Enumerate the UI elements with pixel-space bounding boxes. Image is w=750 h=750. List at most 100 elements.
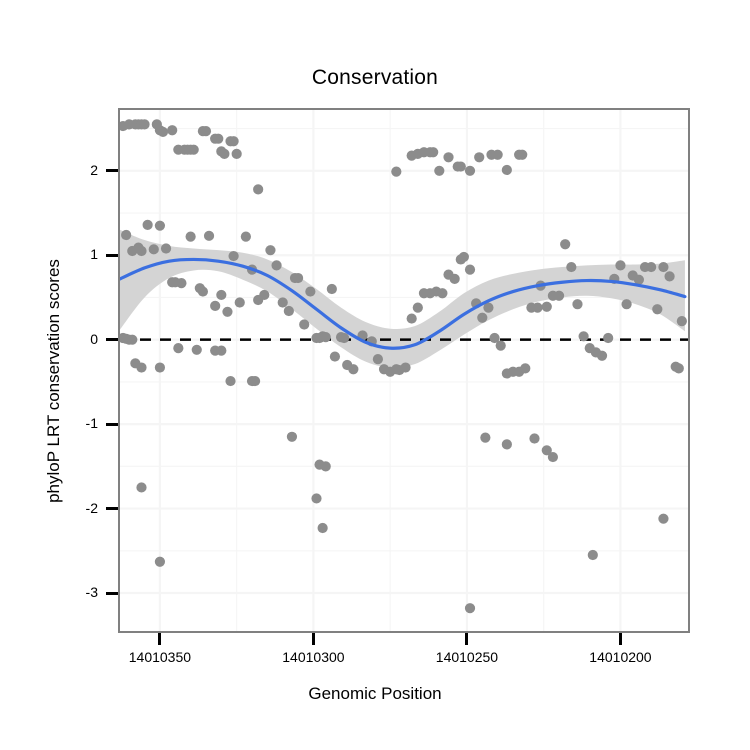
data-point	[317, 522, 328, 534]
gridlines	[120, 110, 688, 631]
data-point	[443, 152, 454, 163]
data-point	[464, 165, 476, 176]
data-point	[240, 231, 251, 242]
y-tick-mark	[106, 507, 118, 511]
data-point	[228, 136, 239, 147]
x-axis-title: Genomic Position	[308, 684, 442, 703]
data-point	[501, 439, 512, 450]
data-point	[173, 343, 184, 354]
data-point	[520, 363, 531, 374]
data-point	[286, 431, 298, 442]
data-point	[428, 147, 439, 158]
data-point	[222, 306, 233, 317]
data-point	[191, 344, 202, 355]
data-point	[154, 220, 166, 231]
y-tick-label: -2	[85, 499, 98, 516]
data-point	[495, 340, 506, 351]
data-point	[517, 149, 528, 160]
scatter-plot-canvas	[120, 110, 688, 631]
data-point	[210, 300, 221, 311]
data-point	[553, 290, 565, 301]
data-point	[489, 332, 500, 344]
x-tick-mark	[311, 633, 315, 645]
data-point	[464, 264, 476, 275]
data-point	[529, 433, 540, 444]
data-point	[326, 283, 337, 295]
data-point	[566, 261, 577, 273]
data-point	[139, 119, 150, 130]
data-point	[391, 166, 402, 177]
confidence-band	[120, 229, 685, 368]
data-point	[464, 603, 476, 614]
data-point	[136, 245, 147, 257]
data-point	[578, 331, 589, 342]
data-point	[434, 165, 445, 176]
data-point	[253, 184, 264, 195]
y-tick-mark	[106, 169, 118, 173]
data-point	[646, 261, 657, 273]
data-point	[160, 243, 172, 254]
data-point	[474, 152, 485, 163]
data-point	[348, 364, 359, 375]
x-tick-mark	[465, 633, 469, 645]
x-tick-label: 14010300	[282, 649, 345, 665]
data-point	[283, 305, 294, 317]
data-point	[213, 133, 224, 144]
data-point	[449, 273, 460, 284]
data-point	[142, 219, 153, 230]
data-point	[560, 239, 571, 250]
y-tick-mark	[106, 338, 118, 342]
y-tick-label: -3	[85, 584, 98, 600]
data-point	[154, 556, 166, 567]
data-point	[185, 231, 196, 242]
data-point	[658, 513, 669, 524]
data-point	[154, 362, 166, 373]
data-point	[136, 362, 147, 373]
data-point	[231, 148, 242, 160]
data-point	[455, 161, 466, 172]
x-tick-label: 14010200	[589, 649, 652, 665]
data-point	[265, 245, 276, 256]
data-point	[406, 313, 417, 324]
data-point	[492, 149, 503, 160]
data-point	[541, 301, 552, 312]
data-point	[320, 332, 331, 343]
y-tick-label: -1	[85, 415, 98, 432]
data-point	[136, 482, 147, 493]
data-point	[271, 260, 282, 271]
loess-trend-line	[120, 257, 687, 350]
data-point	[197, 286, 208, 297]
data-point	[225, 375, 236, 387]
data-point	[249, 375, 261, 387]
data-point	[437, 288, 448, 299]
data-point	[615, 260, 626, 271]
data-point	[305, 286, 316, 297]
y-tick-mark	[106, 591, 118, 595]
data-point	[587, 549, 598, 561]
data-point	[621, 299, 632, 310]
x-tick-label: 14010250	[435, 649, 499, 665]
data-point	[673, 363, 684, 374]
data-point	[121, 229, 132, 241]
data-point	[228, 250, 239, 262]
data-point	[234, 297, 245, 308]
data-point	[658, 261, 669, 273]
data-point	[547, 451, 559, 463]
data-point	[216, 345, 227, 356]
x-tick-mark	[158, 633, 162, 645]
page-title: Conservation	[311, 66, 439, 89]
data-point	[329, 351, 341, 362]
data-point	[311, 493, 322, 504]
data-points	[120, 119, 687, 614]
data-point	[259, 289, 270, 301]
data-point	[127, 334, 138, 345]
data-point	[277, 297, 288, 308]
plot-inner	[120, 110, 688, 631]
data-point	[292, 272, 304, 284]
data-point	[299, 319, 310, 330]
data-point	[219, 148, 230, 160]
data-point	[664, 271, 675, 282]
data-point	[572, 299, 583, 310]
data-point	[372, 354, 383, 365]
